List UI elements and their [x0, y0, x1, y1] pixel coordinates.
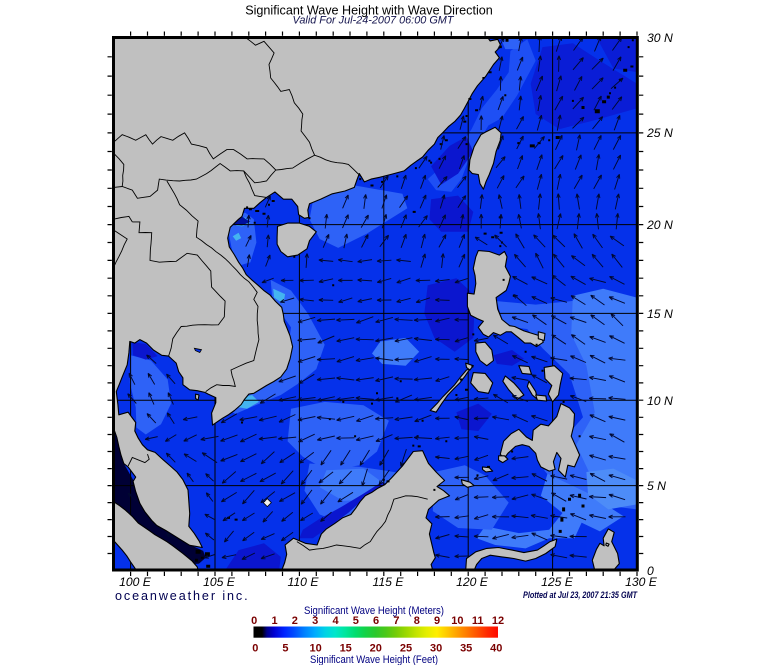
svg-text:25: 25: [400, 643, 412, 655]
svg-text:1: 1: [271, 615, 277, 627]
svg-text:25 N: 25 N: [646, 126, 673, 140]
svg-text:11: 11: [472, 615, 484, 627]
svg-text:Significant Wave Height (Meter: Significant Wave Height (Meters): [304, 605, 444, 617]
svg-text:10: 10: [309, 643, 321, 655]
svg-text:10 N: 10 N: [647, 394, 673, 408]
svg-text:8: 8: [414, 615, 420, 627]
svg-text:0: 0: [252, 643, 258, 655]
svg-text:5: 5: [353, 615, 359, 627]
svg-text:3: 3: [312, 615, 318, 627]
svg-text:105 E: 105 E: [203, 575, 236, 589]
svg-text:110 E: 110 E: [288, 575, 320, 589]
svg-text:30 N: 30 N: [647, 31, 673, 45]
svg-text:20 N: 20 N: [646, 218, 673, 232]
svg-text:2: 2: [292, 615, 298, 627]
svg-text:0: 0: [251, 615, 257, 627]
svg-text:100 E: 100 E: [119, 575, 152, 589]
svg-text:15: 15: [340, 643, 352, 655]
svg-text:30: 30: [430, 643, 442, 655]
svg-text:20: 20: [370, 643, 382, 655]
svg-text:Valid For Jul-24-2007 06:00 GM: Valid For Jul-24-2007 06:00 GMT: [293, 15, 455, 27]
svg-text:6: 6: [373, 615, 379, 627]
svg-text:Significant Wave Height (Feet): Significant Wave Height (Feet): [310, 654, 438, 665]
svg-text:120 E: 120 E: [456, 575, 489, 589]
svg-text:5: 5: [282, 643, 288, 655]
svg-text:15 N: 15 N: [647, 307, 673, 321]
svg-text:12: 12: [492, 615, 504, 627]
svg-text:7: 7: [393, 615, 399, 627]
svg-text:115 E: 115 E: [373, 575, 405, 589]
svg-text:5 N: 5 N: [647, 479, 666, 493]
svg-text:Significant Wave Height with W: Significant Wave Height with Wave Direct…: [245, 4, 493, 18]
svg-text:130 E: 130 E: [625, 575, 658, 589]
svg-text:9: 9: [434, 615, 440, 627]
svg-text:0: 0: [647, 564, 654, 578]
svg-text:4: 4: [332, 615, 339, 627]
svg-text:40: 40: [490, 643, 502, 655]
svg-text:Plotted at Jul 23, 2007 21:35: Plotted at Jul 23, 2007 21:35 GMT: [523, 590, 638, 601]
svg-text:125 E: 125 E: [541, 575, 574, 589]
svg-text:10: 10: [451, 615, 463, 627]
svg-text:35: 35: [460, 643, 472, 655]
svg-text:oceanweather inc.: oceanweather inc.: [115, 589, 250, 603]
